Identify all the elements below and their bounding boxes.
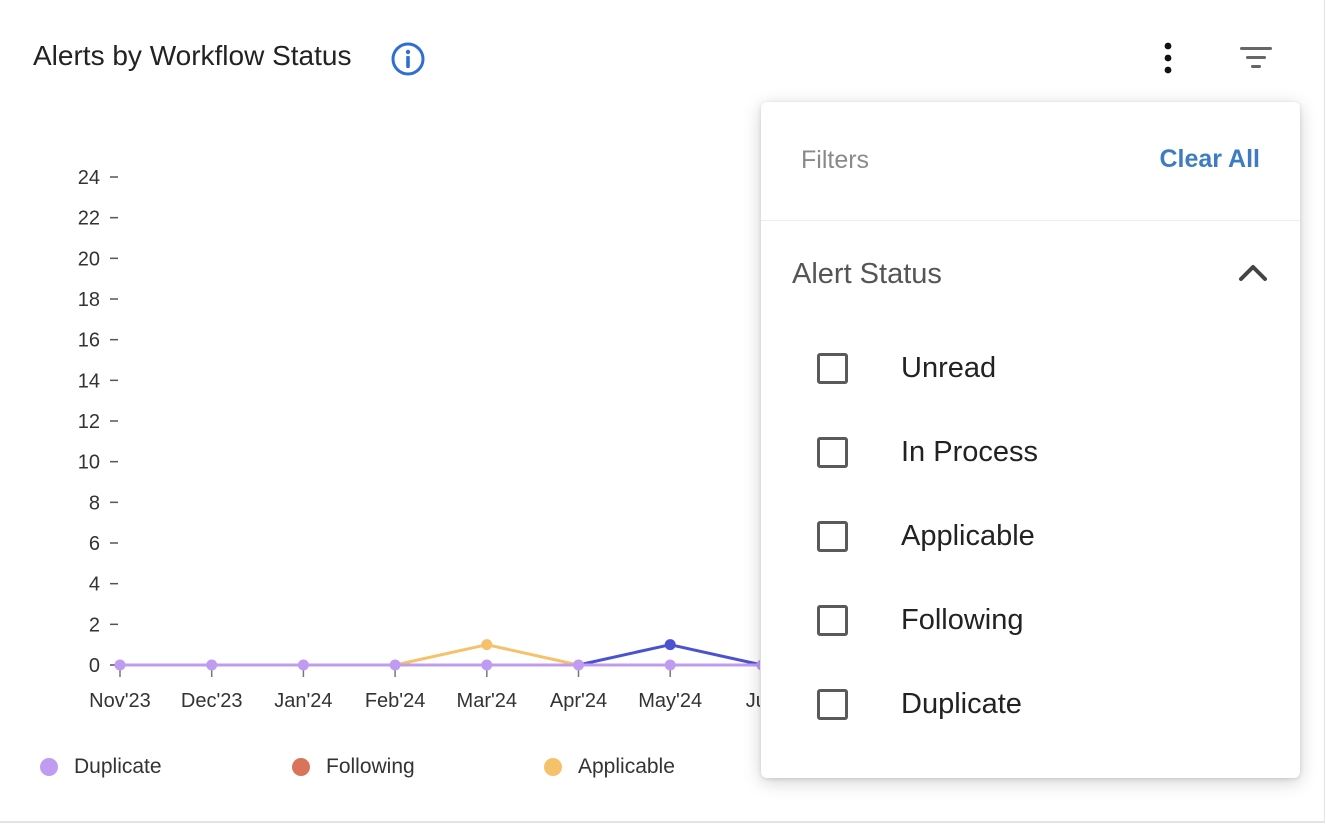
y-tick-label: 16 <box>78 330 100 352</box>
data-point <box>390 660 401 671</box>
data-point <box>298 660 309 671</box>
y-tick-label: 18 <box>78 289 100 311</box>
in-process-checkbox[interactable] <box>817 437 848 468</box>
y-tick-label: 12 <box>78 411 100 433</box>
x-tick-label: Feb'24 <box>365 690 426 712</box>
x-tick-label: Dec'23 <box>181 690 243 712</box>
filter-option-unread[interactable]: Unread <box>817 348 1277 388</box>
legend-swatch <box>292 758 310 776</box>
legend-label: Following <box>326 755 415 779</box>
y-tick-label: 10 <box>78 452 100 474</box>
data-point <box>756 660 760 671</box>
option-label: In Process <box>901 436 1038 469</box>
x-tick-label: Nov'23 <box>89 690 151 712</box>
clear-all-button[interactable]: Clear All <box>1159 145 1260 174</box>
y-tick-label: 8 <box>89 492 100 514</box>
y-tick-label: 2 <box>89 614 100 636</box>
alert-status-label: Alert Status <box>792 258 942 291</box>
x-tick-label: Apr'24 <box>550 690 607 712</box>
x-tick-label: Jun <box>746 690 760 712</box>
data-point <box>206 660 217 671</box>
y-tick-label: 22 <box>78 208 100 230</box>
data-point <box>481 660 492 671</box>
filters-header: Filters Clear All <box>761 102 1300 221</box>
y-tick-label: 0 <box>89 655 100 677</box>
data-point <box>573 660 584 671</box>
legend-swatch <box>40 758 58 776</box>
option-label: Unread <box>901 352 996 385</box>
filter-option-following[interactable]: Following <box>817 600 1277 640</box>
option-label: Following <box>901 604 1024 637</box>
y-tick-label: 24 <box>78 167 100 189</box>
applicable-checkbox[interactable] <box>817 521 848 552</box>
y-tick-label: 6 <box>89 533 100 555</box>
filters-popover: Filters Clear All Alert Status Unread In… <box>761 102 1300 778</box>
following-checkbox[interactable] <box>817 605 848 636</box>
x-tick-label: May'24 <box>638 690 702 712</box>
unread-checkbox[interactable] <box>817 353 848 384</box>
x-tick-label: Jan'24 <box>274 690 332 712</box>
option-label: Duplicate <box>901 688 1022 721</box>
y-tick-label: 14 <box>78 370 100 392</box>
legend-label: Applicable <box>578 755 675 779</box>
chevron-up-icon <box>1237 260 1269 284</box>
x-tick-label: Mar'24 <box>457 690 518 712</box>
legend-item[interactable]: Duplicate <box>40 754 162 780</box>
data-point <box>665 660 676 671</box>
legend-swatch <box>544 758 562 776</box>
y-tick-label: 4 <box>89 574 100 596</box>
kebab-icon[interactable] <box>1152 40 1184 76</box>
filter-option-applicable[interactable]: Applicable <box>817 516 1277 556</box>
legend-item[interactable]: Following <box>292 754 415 780</box>
filter-icon[interactable] <box>1236 42 1276 74</box>
alert-status-section-toggle[interactable]: Alert Status <box>761 242 1300 302</box>
data-point <box>481 639 492 650</box>
legend-label: Duplicate <box>74 755 162 779</box>
data-point <box>665 639 676 650</box>
data-point <box>115 660 126 671</box>
duplicate-checkbox[interactable] <box>817 689 848 720</box>
option-label: Applicable <box>901 520 1035 553</box>
y-tick-label: 20 <box>78 248 100 270</box>
legend-item[interactable]: Applicable <box>544 754 675 780</box>
filters-title: Filters <box>801 146 869 175</box>
filter-option-in-process[interactable]: In Process <box>817 432 1277 472</box>
filter-option-duplicate[interactable]: Duplicate <box>817 684 1277 724</box>
